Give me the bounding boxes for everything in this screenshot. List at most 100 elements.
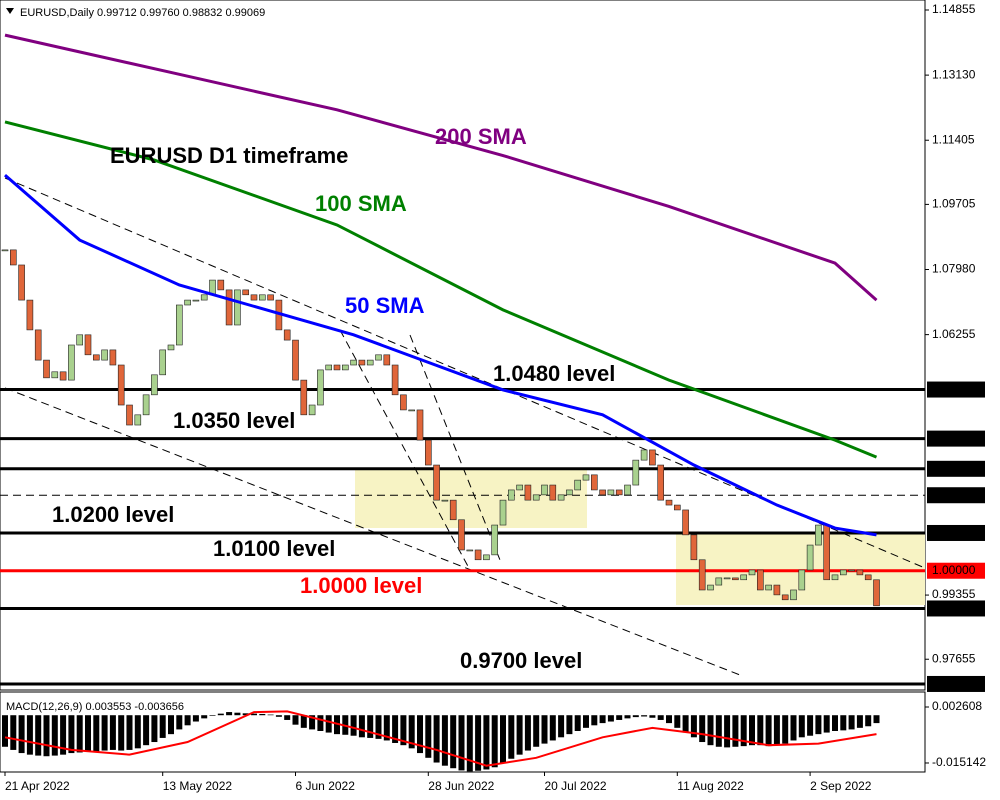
candle-body bbox=[682, 509, 689, 536]
level-label: 1.04800 bbox=[932, 382, 976, 396]
candle-body bbox=[798, 569, 806, 591]
macd-bar bbox=[591, 715, 598, 726]
candle-body bbox=[483, 554, 490, 561]
macd-bar bbox=[441, 715, 448, 766]
macd-bar bbox=[699, 715, 706, 743]
candle-body bbox=[192, 299, 200, 302]
candle-body bbox=[532, 494, 540, 501]
candle-body bbox=[76, 334, 83, 346]
candle-body bbox=[632, 459, 640, 486]
candle-body bbox=[258, 294, 266, 301]
candle-body bbox=[765, 584, 772, 591]
macd-bar bbox=[599, 715, 606, 724]
macd-bar bbox=[666, 715, 672, 724]
candle-body bbox=[723, 577, 731, 580]
macd-bar bbox=[159, 715, 166, 738]
candle-body bbox=[848, 569, 855, 572]
candle-body bbox=[325, 364, 333, 371]
candle-body bbox=[117, 364, 125, 406]
header: EURUSD,Daily 0.99712 0.99760 0.98832 0.9… bbox=[20, 7, 265, 19]
candle-body bbox=[142, 394, 150, 416]
macd-bar bbox=[85, 715, 91, 752]
candle-body bbox=[383, 354, 391, 366]
y-tick-label: 0.97655 bbox=[932, 651, 976, 665]
candle-body bbox=[126, 404, 133, 426]
macd-bar bbox=[773, 715, 780, 746]
candle-body bbox=[441, 499, 449, 502]
macd-bar bbox=[168, 715, 174, 735]
level-label: 0.97000 bbox=[932, 676, 976, 690]
candle-body bbox=[773, 584, 781, 596]
macd-bar bbox=[300, 715, 307, 728]
macd-bar bbox=[109, 715, 116, 750]
macd-bar bbox=[500, 715, 506, 763]
macd-bar bbox=[101, 715, 108, 751]
candle-body bbox=[242, 289, 249, 296]
candle-body bbox=[856, 569, 864, 576]
candle-body bbox=[806, 544, 814, 571]
x-tick-label: 6 Jun 2022 bbox=[296, 779, 356, 793]
candle-body bbox=[10, 249, 17, 266]
candle-body bbox=[93, 354, 100, 361]
macd-bar bbox=[524, 715, 531, 751]
candle-body bbox=[358, 359, 366, 366]
candle-body bbox=[474, 549, 482, 561]
macd-bar bbox=[267, 714, 274, 716]
candle-body bbox=[599, 489, 606, 496]
macd-bar bbox=[450, 715, 457, 769]
macd-bar bbox=[549, 715, 556, 741]
trendline bbox=[339, 329, 471, 571]
candle-body bbox=[1, 249, 9, 252]
macd-bar bbox=[832, 715, 838, 731]
y2-tick-label: -0.015142 bbox=[932, 755, 986, 769]
macd-bar bbox=[715, 715, 722, 747]
macd-bar bbox=[508, 715, 515, 759]
candle-body bbox=[590, 474, 598, 491]
macd-bar bbox=[823, 715, 830, 733]
macd-bar bbox=[674, 715, 681, 728]
candle-body bbox=[375, 354, 382, 361]
macd-bar bbox=[408, 715, 415, 749]
macd-bar bbox=[865, 715, 872, 727]
candle-body bbox=[574, 479, 582, 491]
candle-body bbox=[333, 364, 341, 371]
candle-body bbox=[756, 569, 764, 591]
macd-signal bbox=[4, 710, 877, 767]
annotation: 200 SMA bbox=[435, 124, 527, 149]
macd-bar bbox=[242, 713, 249, 716]
level-label: 1.03500 bbox=[932, 431, 976, 445]
candle-body bbox=[26, 299, 34, 331]
macd-bar bbox=[143, 715, 150, 746]
macd-bar bbox=[275, 715, 282, 717]
candle-body bbox=[18, 264, 25, 301]
macd-bar bbox=[209, 715, 216, 716]
y-tick-label: 1.09705 bbox=[932, 197, 976, 211]
level-box bbox=[927, 562, 985, 579]
macd-bar bbox=[533, 715, 540, 747]
trendline bbox=[409, 334, 501, 561]
macd-bar bbox=[607, 715, 614, 722]
macd-bar bbox=[43, 715, 50, 757]
candle-body bbox=[101, 349, 108, 361]
macd-bar bbox=[400, 715, 407, 746]
candle-body bbox=[84, 334, 92, 356]
candle-body bbox=[308, 404, 316, 416]
candle-body bbox=[34, 329, 42, 361]
macd-bar bbox=[558, 715, 565, 738]
candle-body bbox=[673, 504, 681, 511]
candle-body bbox=[698, 559, 706, 591]
macd-bar bbox=[724, 715, 731, 748]
candle-body bbox=[267, 294, 274, 301]
macd-bar bbox=[325, 715, 332, 733]
macd-bar bbox=[76, 715, 83, 753]
annotation: 0.9700 level bbox=[460, 648, 582, 673]
macd-bar bbox=[375, 715, 382, 739]
candle-body bbox=[134, 414, 142, 426]
candle-body bbox=[516, 484, 523, 491]
candle-body bbox=[366, 359, 374, 366]
candle-body bbox=[839, 569, 847, 576]
macd-bar bbox=[350, 715, 357, 736]
macd-bar bbox=[641, 715, 648, 717]
macd-bar bbox=[848, 715, 855, 730]
